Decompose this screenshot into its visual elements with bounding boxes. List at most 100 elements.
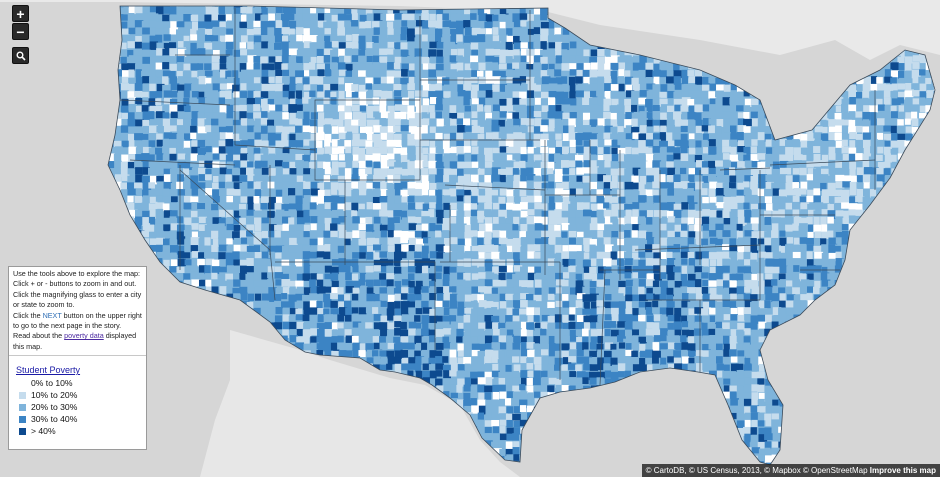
county-cell — [204, 34, 214, 42]
county-cell — [233, 154, 243, 162]
county-cell — [492, 91, 502, 100]
county-cell — [667, 140, 677, 148]
county-cell — [442, 217, 451, 226]
county-cell — [442, 230, 450, 239]
county-cell — [513, 286, 522, 294]
county-cell — [492, 56, 500, 65]
county-cell — [176, 202, 185, 211]
county-cell — [344, 119, 352, 128]
county-cell — [296, 273, 305, 281]
county-cell — [471, 132, 481, 140]
county-cell — [513, 279, 523, 289]
county-cell — [246, 167, 255, 176]
county-cell — [604, 244, 614, 253]
county-cell — [373, 105, 383, 113]
county-cell — [309, 258, 317, 265]
county-cell — [813, 224, 822, 233]
county-cell — [176, 245, 185, 255]
county-cell — [849, 161, 857, 170]
county-cell — [183, 202, 193, 210]
county-cell — [701, 161, 711, 169]
county-cell — [134, 126, 143, 134]
county-cell — [407, 111, 416, 120]
county-cell — [247, 6, 256, 7]
county-cell — [148, 224, 155, 233]
county-cell — [631, 104, 638, 112]
county-cell — [848, 104, 857, 113]
county-cell — [540, 14, 547, 21]
county-cell — [240, 244, 249, 253]
county-cell — [169, 125, 179, 132]
county-cell — [204, 174, 212, 181]
county-cell — [415, 238, 424, 246]
county-cell — [443, 266, 451, 275]
county-cell — [225, 259, 234, 267]
county-cell — [785, 154, 794, 161]
county-cell — [163, 125, 171, 133]
county-cell — [456, 6, 464, 15]
county-cell — [288, 140, 297, 148]
county-cell — [582, 112, 591, 122]
county-cell — [463, 287, 471, 295]
county-cell — [323, 97, 330, 105]
county-cell — [541, 112, 550, 120]
county-cell — [380, 181, 387, 191]
county-cell — [659, 98, 668, 107]
county-cell — [351, 6, 358, 14]
county-cell — [737, 237, 745, 245]
county-cell — [170, 118, 178, 127]
county-cell — [422, 20, 430, 29]
county-cell — [597, 273, 605, 282]
county-cell — [295, 182, 305, 190]
county-cell — [261, 167, 271, 175]
county-cell — [765, 126, 774, 133]
county-cell — [351, 223, 358, 230]
county-cell — [331, 147, 339, 155]
county-cell — [288, 231, 296, 240]
county-cell — [765, 203, 774, 211]
county-cell — [197, 154, 204, 163]
county-cell — [744, 98, 754, 107]
county-cell — [148, 182, 155, 189]
county-cell — [323, 21, 332, 31]
county-cell — [205, 188, 213, 196]
county-cell — [639, 125, 647, 134]
county-cell — [351, 181, 359, 189]
county-cell — [771, 223, 779, 232]
county-cell — [590, 160, 599, 169]
county-cell — [288, 175, 297, 184]
county-cell — [435, 35, 442, 43]
county-cell — [513, 161, 521, 170]
county-cell — [407, 216, 416, 223]
county-cell — [316, 132, 325, 141]
county-cell — [421, 286, 429, 293]
county-cell — [435, 203, 443, 213]
county-cell — [247, 196, 254, 205]
county-cell — [422, 42, 432, 50]
county-cell — [674, 272, 681, 279]
county-cell — [582, 105, 590, 112]
county-cell — [596, 125, 604, 133]
county-cell — [716, 84, 725, 91]
county-cell — [708, 125, 715, 134]
county-cell — [758, 224, 765, 232]
county-cell — [233, 7, 242, 16]
county-cell — [849, 188, 857, 196]
county-cell — [625, 279, 634, 287]
county-cell — [757, 132, 765, 141]
county-cell — [372, 84, 381, 92]
county-cell — [765, 181, 775, 189]
county-cell — [211, 76, 218, 85]
county-cell — [387, 34, 395, 44]
county-cell — [358, 154, 366, 162]
county-cell — [527, 209, 535, 216]
county-cell — [541, 224, 548, 234]
county-cell — [393, 77, 402, 86]
county-cell — [156, 237, 165, 247]
county-cell — [331, 126, 339, 135]
county-cell — [848, 209, 856, 216]
county-cell — [862, 188, 871, 197]
county-cell — [317, 245, 326, 252]
county-cell — [695, 140, 702, 149]
